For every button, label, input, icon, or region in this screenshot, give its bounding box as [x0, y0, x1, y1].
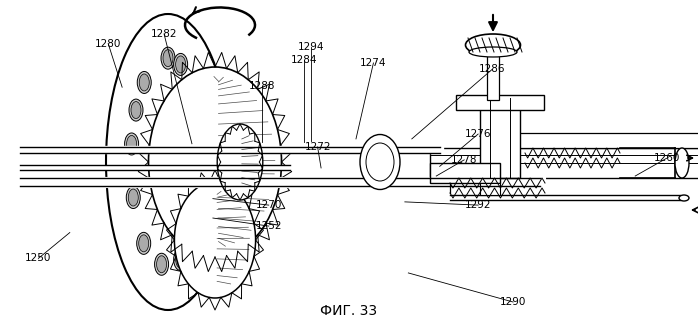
Ellipse shape [131, 101, 141, 119]
Ellipse shape [161, 47, 175, 69]
Ellipse shape [126, 135, 137, 152]
Ellipse shape [138, 71, 151, 93]
Ellipse shape [174, 53, 188, 76]
Ellipse shape [200, 135, 209, 152]
Ellipse shape [106, 14, 230, 310]
Bar [480, 183, 500, 195]
Ellipse shape [366, 143, 394, 181]
Ellipse shape [193, 203, 207, 225]
Text: 1270: 1270 [255, 200, 282, 210]
Ellipse shape [174, 249, 188, 271]
Bar [510, 133, 698, 148]
Text: 1284: 1284 [290, 55, 317, 65]
Ellipse shape [139, 74, 149, 91]
Text: 1288: 1288 [248, 81, 275, 90]
Ellipse shape [128, 189, 138, 206]
Text: 1286: 1286 [479, 65, 505, 74]
Text: 1276: 1276 [465, 129, 491, 139]
Bar [430, 148, 698, 178]
Text: 1294: 1294 [297, 42, 324, 52]
Ellipse shape [679, 195, 689, 201]
Ellipse shape [126, 186, 140, 209]
Ellipse shape [675, 148, 689, 178]
Ellipse shape [129, 99, 143, 121]
Ellipse shape [190, 83, 204, 105]
Ellipse shape [154, 253, 169, 275]
Text: 1250: 1250 [25, 254, 52, 263]
Bar [430, 163, 500, 183]
Ellipse shape [466, 34, 521, 56]
Ellipse shape [217, 124, 263, 200]
Ellipse shape [176, 56, 186, 73]
Ellipse shape [192, 85, 202, 102]
Ellipse shape [360, 134, 400, 190]
Ellipse shape [198, 133, 211, 155]
Text: 1260: 1260 [653, 153, 680, 163]
Ellipse shape [163, 50, 173, 67]
Bar [456, 95, 544, 110]
Text: 1272: 1272 [304, 142, 331, 152]
Ellipse shape [195, 205, 205, 223]
Text: ФИГ. 33: ФИГ. 33 [320, 304, 378, 318]
Bar [480, 98, 520, 178]
Ellipse shape [176, 251, 186, 268]
Text: 1252: 1252 [255, 221, 282, 231]
Text: 1290: 1290 [500, 297, 526, 307]
Ellipse shape [137, 232, 151, 254]
Ellipse shape [156, 256, 167, 273]
Text: 1292: 1292 [465, 200, 491, 210]
Ellipse shape [125, 133, 139, 155]
Ellipse shape [469, 47, 517, 57]
Ellipse shape [139, 235, 149, 252]
Text: 1278: 1278 [451, 155, 477, 165]
Bar [487, 50, 499, 100]
Text: 1274: 1274 [360, 58, 387, 68]
Ellipse shape [149, 67, 281, 257]
Text: 1280: 1280 [95, 39, 121, 48]
Text: 1282: 1282 [151, 29, 177, 39]
Ellipse shape [174, 182, 255, 298]
